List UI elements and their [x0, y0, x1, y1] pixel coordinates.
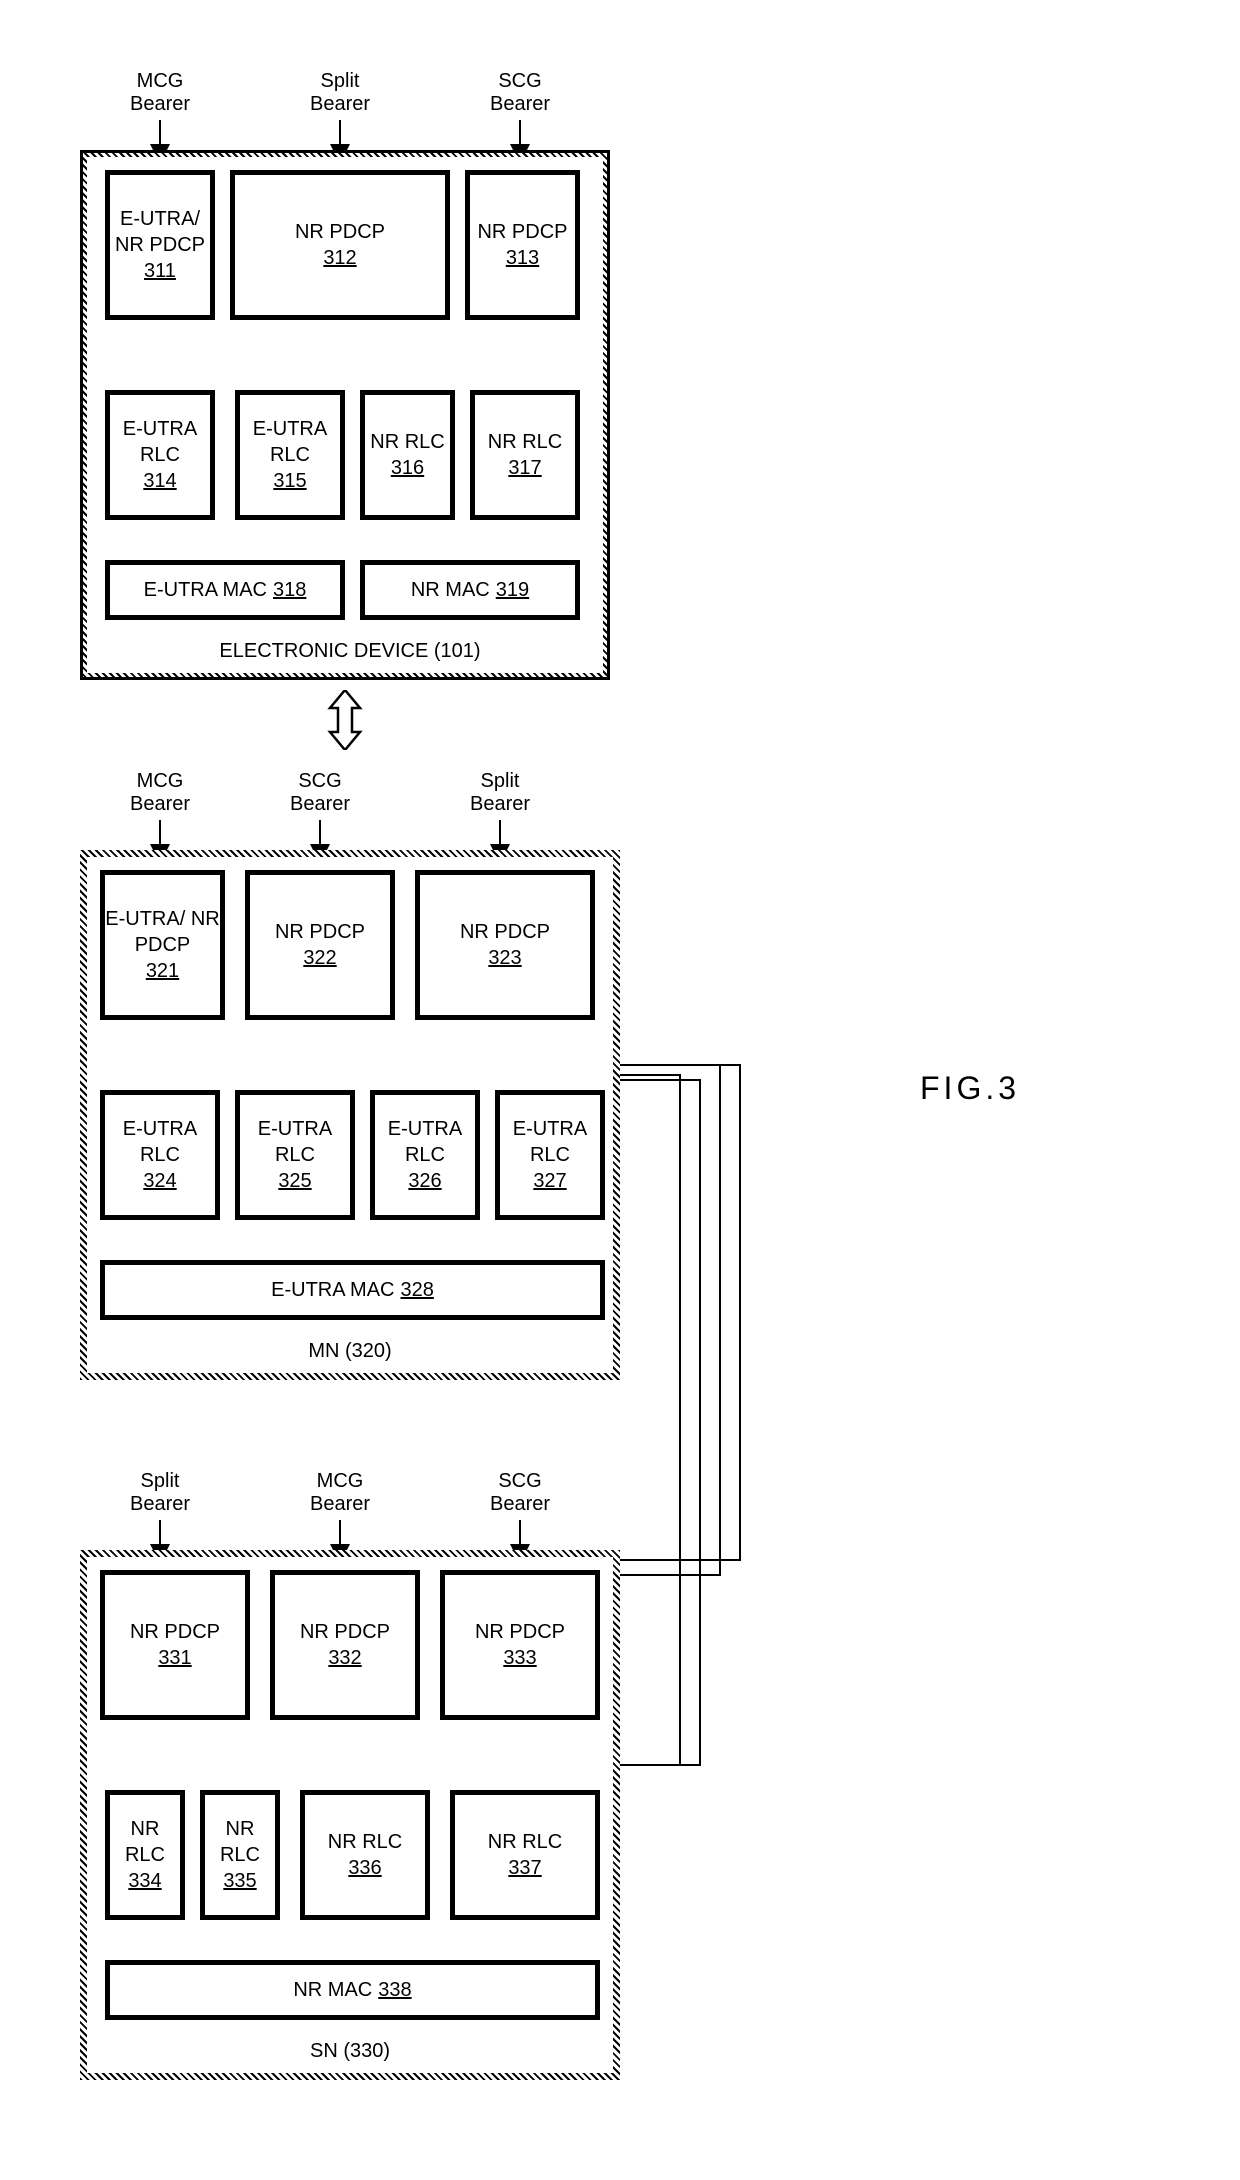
device-title: ELECTRONIC DEVICE (101) [200, 640, 500, 663]
mac-319-name: NR MAC [411, 577, 490, 603]
pdcp-323: NR PDCP 323 [415, 870, 595, 1020]
bearer-mcg-sn: MCG Bearer [300, 1470, 380, 1516]
mac-338-num: 338 [378, 1977, 411, 2003]
bearer-split-sn: Split Bearer [120, 1470, 200, 1516]
bearer-split-label: Split Bearer [300, 70, 380, 116]
mac-319: NR MAC 319 [360, 560, 580, 620]
figure-label: FIG.3 [920, 1070, 1020, 1107]
rlc-316-name: NR RLC [370, 429, 444, 455]
rlc-314-name: E-UTRA RLC [110, 416, 210, 468]
rlc-336-num: 336 [348, 1855, 381, 1881]
pdcp-332: NR PDCP 332 [270, 1570, 420, 1720]
rlc-334: NR RLC 334 [105, 1790, 185, 1920]
rlc-325-num: 325 [278, 1168, 311, 1194]
bidirectional-arrow-icon [325, 690, 365, 750]
mac-328-num: 328 [400, 1277, 433, 1303]
pdcp-312-name: NR PDCP [295, 219, 385, 245]
rlc-334-num: 334 [128, 1868, 161, 1894]
mac-319-num: 319 [496, 577, 529, 603]
rlc-326-name: E-UTRA RLC [375, 1116, 475, 1168]
rlc-335-num: 335 [223, 1868, 256, 1894]
rlc-324: E-UTRA RLC 324 [100, 1090, 220, 1220]
bearer-mcg-mn: MCG Bearer [120, 770, 200, 816]
rlc-334-name: NR RLC [110, 1816, 180, 1868]
mac-328: E-UTRA MAC 328 [100, 1260, 605, 1320]
pdcp-312: NR PDCP 312 [230, 170, 450, 320]
pdcp-333: NR PDCP 333 [440, 1570, 600, 1720]
rlc-337-name: NR RLC [488, 1829, 562, 1855]
pdcp-332-num: 332 [328, 1645, 361, 1671]
rlc-326: E-UTRA RLC 326 [370, 1090, 480, 1220]
sn-title: SN (330) [290, 2040, 410, 2063]
rlc-327-num: 327 [533, 1168, 566, 1194]
pdcp-331-num: 331 [158, 1645, 191, 1671]
rlc-336-name: NR RLC [328, 1829, 402, 1855]
pdcp-332-name: NR PDCP [300, 1619, 390, 1645]
pdcp-322: NR PDCP 322 [245, 870, 395, 1020]
bearer-split-mn: Split Bearer [460, 770, 540, 816]
pdcp-323-num: 323 [488, 945, 521, 971]
pdcp-321-name: E-UTRA/ NR PDCP [105, 906, 220, 958]
pdcp-312-num: 312 [323, 245, 356, 271]
rlc-337: NR RLC 337 [450, 1790, 600, 1920]
rlc-335: NR RLC 335 [200, 1790, 280, 1920]
pdcp-313-num: 313 [506, 245, 539, 271]
rlc-316-num: 316 [391, 455, 424, 481]
rlc-324-name: E-UTRA RLC [105, 1116, 215, 1168]
pdcp-323-name: NR PDCP [460, 919, 550, 945]
rlc-316: NR RLC 316 [360, 390, 455, 520]
bearer-scg-sn: SCG Bearer [480, 1470, 560, 1516]
diagram-canvas: MCG Bearer Split Bearer SCG Bearer E-UTR… [20, 20, 1220, 2160]
rlc-315-num: 315 [273, 468, 306, 494]
bearer-scg-mn: SCG Bearer [280, 770, 360, 816]
mac-318: E-UTRA MAC 318 [105, 560, 345, 620]
pdcp-333-num: 333 [503, 1645, 536, 1671]
rlc-335-name: NR RLC [205, 1816, 275, 1868]
pdcp-331-name: NR PDCP [130, 1619, 220, 1645]
pdcp-313: NR PDCP 313 [465, 170, 580, 320]
rlc-325-name: E-UTRA RLC [240, 1116, 350, 1168]
bearer-scg-label: SCG Bearer [480, 70, 560, 116]
mac-338: NR MAC 338 [105, 1960, 600, 2020]
rlc-337-num: 337 [508, 1855, 541, 1881]
rlc-315: E-UTRA RLC 315 [235, 390, 345, 520]
rlc-315-name: E-UTRA RLC [240, 416, 340, 468]
mac-318-name: E-UTRA MAC [144, 577, 267, 603]
pdcp-333-name: NR PDCP [475, 1619, 565, 1645]
pdcp-311-num: 311 [144, 258, 176, 284]
pdcp-322-name: NR PDCP [275, 919, 365, 945]
rlc-324-num: 324 [143, 1168, 176, 1194]
mn-title: MN (320) [290, 1340, 410, 1363]
rlc-326-num: 326 [408, 1168, 441, 1194]
bearer-mcg-label: MCG Bearer [120, 70, 200, 116]
pdcp-311-name: E-UTRA/ NR PDCP [110, 206, 210, 258]
rlc-327-name: E-UTRA RLC [500, 1116, 600, 1168]
pdcp-322-num: 322 [303, 945, 336, 971]
pdcp-331: NR PDCP 331 [100, 1570, 250, 1720]
rlc-314: E-UTRA RLC 314 [105, 390, 215, 520]
rlc-317-num: 317 [508, 455, 541, 481]
mac-318-num: 318 [273, 577, 306, 603]
pdcp-313-name: NR PDCP [477, 219, 567, 245]
pdcp-321-num: 321 [146, 958, 179, 984]
rlc-317-name: NR RLC [488, 429, 562, 455]
rlc-327: E-UTRA RLC 327 [495, 1090, 605, 1220]
rlc-336: NR RLC 336 [300, 1790, 430, 1920]
rlc-317: NR RLC 317 [470, 390, 580, 520]
rlc-325: E-UTRA RLC 325 [235, 1090, 355, 1220]
mac-328-name: E-UTRA MAC [271, 1277, 394, 1303]
pdcp-311: E-UTRA/ NR PDCP 311 [105, 170, 215, 320]
rlc-314-num: 314 [143, 468, 176, 494]
pdcp-321: E-UTRA/ NR PDCP 321 [100, 870, 225, 1020]
mac-338-name: NR MAC [293, 1977, 372, 2003]
